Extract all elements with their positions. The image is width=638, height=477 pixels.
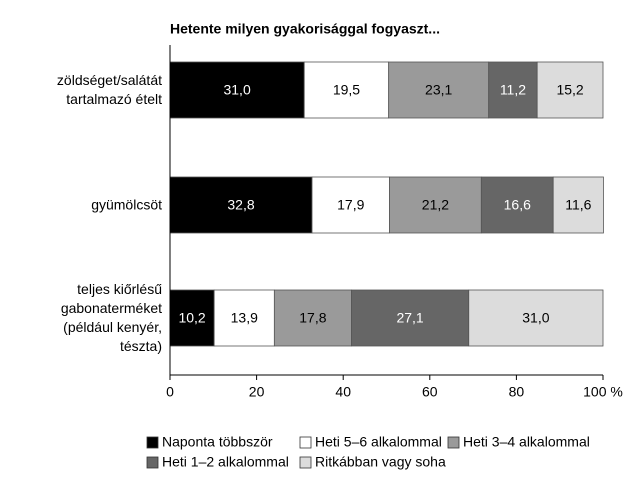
value-label: 17,8 <box>299 310 326 326</box>
bar-segment <box>552 176 604 234</box>
value-label: 21,2 <box>422 197 449 213</box>
value-label: 19,5 <box>333 82 360 98</box>
value-label: 23,1 <box>425 82 452 98</box>
category-label: gyümölcsöt <box>91 196 162 213</box>
x-tick-label: 60 <box>422 384 438 400</box>
value-label: 17,9 <box>337 197 364 213</box>
legend-label: Heti 3–4 alkalommal <box>463 434 590 450</box>
legend-swatch <box>299 436 312 449</box>
value-label: 32,8 <box>227 197 254 213</box>
value-label: 16,6 <box>504 197 531 213</box>
legend-swatch <box>447 436 460 449</box>
bar-segment <box>273 289 352 347</box>
legend-label: Heti 5–6 alkalommal <box>315 434 442 450</box>
bar-segment <box>480 176 554 234</box>
x-tick-label: 0 <box>166 384 174 400</box>
chart-title: Hetente milyen gyakorisággal fogyaszt... <box>170 21 440 37</box>
legend-label: Naponta többször <box>162 434 273 450</box>
bar-segment <box>536 61 604 119</box>
legend-swatch <box>146 456 159 469</box>
value-label: 27,1 <box>396 310 423 326</box>
value-label: 13,9 <box>231 310 258 326</box>
value-label: 15,2 <box>556 82 583 98</box>
legend-label: Heti 1–2 alkalommal <box>162 454 289 470</box>
value-label: 11,2 <box>500 82 526 98</box>
value-label: 31,0 <box>522 310 549 326</box>
x-tick-label: 20 <box>249 384 265 400</box>
value-label: 11,6 <box>565 197 591 213</box>
bar-segment <box>468 289 604 347</box>
bar-segment <box>388 61 490 119</box>
legend-label: Ritkábban vagy soha <box>315 454 446 470</box>
legend-swatch <box>146 436 159 449</box>
bar-segment <box>213 289 275 347</box>
x-tick-label: 100 % <box>583 384 623 400</box>
category-label: teljes kiőrlésű gabonaterméket (például … <box>60 281 162 354</box>
legend-swatch <box>299 456 312 469</box>
value-label: 10,2 <box>178 310 205 326</box>
bar-segment <box>389 176 482 234</box>
value-label: 31,0 <box>223 82 250 98</box>
bar-segment <box>311 176 390 234</box>
bar-segment <box>169 176 313 234</box>
bar-segment <box>351 289 470 347</box>
x-tick-label: 40 <box>335 384 351 400</box>
x-tick-label: 80 <box>509 384 525 400</box>
category-label: zöldséget/salátát tartalmazó ételt <box>56 72 162 107</box>
